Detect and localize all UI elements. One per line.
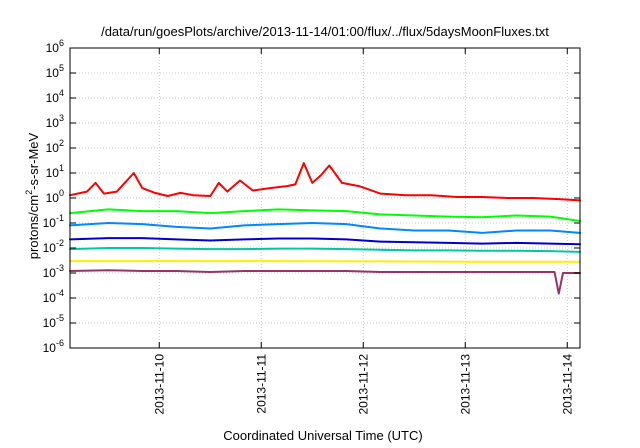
x-tick-label: 2013-11-10 [152,354,166,415]
x-axis: 2013-11-10 2013-11-11 2013-11-12 2013-11-13… [152,48,574,415]
x-axis-label: Coordinated Universal Time (UTC) [223,428,422,443]
y-tick-label: 100 [46,188,64,205]
y-tick-label: 102 [46,138,64,155]
y-tick-label: 101 [46,163,64,180]
y-tick-label: 106 [46,38,64,55]
y-tick-label: 104 [46,88,64,105]
y-tick-label: 10-6 [43,338,64,355]
series-line-7 [69,269,581,295]
series-line-1 [69,162,581,202]
series-line-2 [69,208,581,222]
y-axis-label-rest: -s-sr-MeV [26,132,41,189]
y-axis-label-sup: 2 [24,190,34,195]
y-axis-label-main: protons/cm [26,195,41,259]
y-tick-label: 10-3 [43,263,64,280]
series-line-5 [69,247,581,253]
series-line-4 [69,237,581,246]
y-tick-label: 103 [46,113,64,130]
y-tick-label: 10-5 [43,313,64,330]
x-tick-label: 2013-11-14 [560,354,574,415]
y-tick-label: 10-4 [43,288,64,305]
series-line-3 [69,222,581,234]
x-tick-label: 2013-11-12 [356,354,370,415]
x-tick-label: 2013-11-13 [458,354,472,415]
y-axis-label: protons/cm2-s-sr-MeV [24,132,41,259]
y-tick-label: 10-1 [43,213,64,230]
series-line-6 [69,260,581,263]
chart-title: /data/run/goesPlots/archive/2013-11-14/0… [101,24,549,39]
series-layer [69,162,581,295]
y-axis: 10-6 10-5 10-4 10-3 10-2 10-1 100 101 102 103 104 1… [43,38,580,355]
x-tick-label: 2013-11-11 [254,354,268,414]
y-tick-label: 105 [46,63,64,80]
y-tick-label: 10-2 [43,238,64,255]
